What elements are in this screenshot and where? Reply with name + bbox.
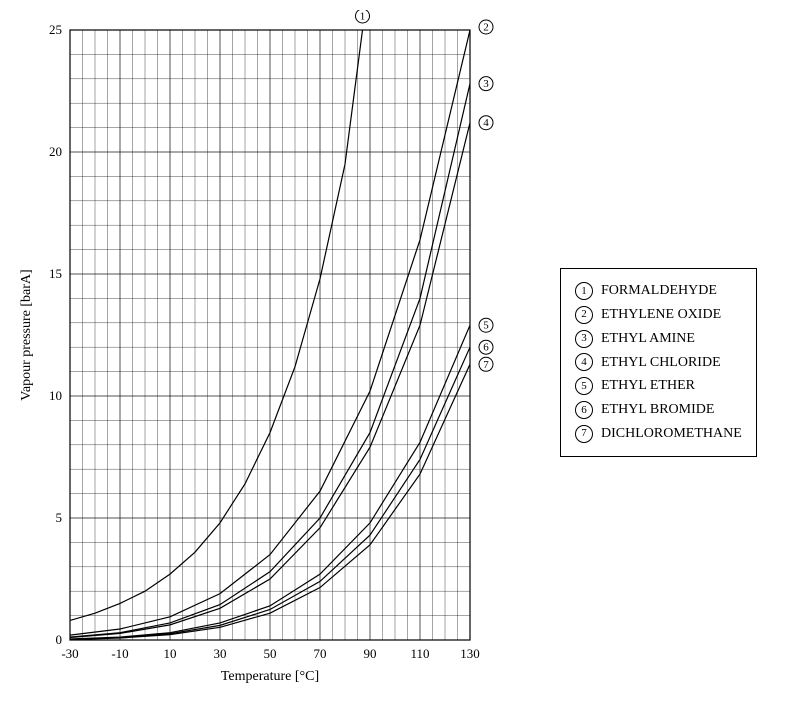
legend-marker-3: 3 bbox=[575, 330, 593, 348]
x-axis-label: Temperature [°C] bbox=[221, 669, 319, 684]
series-marker-label-7: 7 bbox=[483, 359, 489, 371]
legend-item-7: 7 DICHLOROMETHANE bbox=[575, 422, 742, 446]
legend-marker-6: 6 bbox=[575, 401, 593, 419]
x-tick-label: 90 bbox=[364, 646, 377, 661]
y-tick-label: 10 bbox=[49, 388, 62, 403]
chart-svg: -30-1010305070901101300510152025Temperat… bbox=[10, 10, 530, 710]
y-tick-label: 20 bbox=[49, 144, 62, 159]
legend-label-4: ETHYL CHLORIDE bbox=[601, 351, 721, 375]
y-tick-label: 25 bbox=[49, 22, 62, 37]
x-tick-label: 70 bbox=[314, 646, 327, 661]
series-marker-label-6: 6 bbox=[483, 342, 489, 354]
legend-item-3: 3 ETHYL AMINE bbox=[575, 327, 742, 351]
x-tick-label: 110 bbox=[410, 646, 429, 661]
legend-label-3: ETHYL AMINE bbox=[601, 327, 695, 351]
y-tick-label: 5 bbox=[56, 510, 63, 525]
series-marker-label-2: 2 bbox=[483, 22, 489, 34]
legend-label-5: ETHYL ETHER bbox=[601, 374, 695, 398]
legend-label-1: FORMALDEHYDE bbox=[601, 279, 717, 303]
legend-marker-1: 1 bbox=[575, 282, 593, 300]
series-marker-label-4: 4 bbox=[483, 117, 489, 129]
x-tick-label: -30 bbox=[61, 646, 78, 661]
x-tick-label: -10 bbox=[111, 646, 128, 661]
legend-item-1: 1 FORMALDEHYDE bbox=[575, 279, 742, 303]
legend-item-2: 2 ETHYLENE OXIDE bbox=[575, 303, 742, 327]
legend-label-7: DICHLOROMETHANE bbox=[601, 422, 742, 446]
y-tick-label: 15 bbox=[49, 266, 62, 281]
x-tick-label: 10 bbox=[164, 646, 177, 661]
legend-item-5: 5 ETHYL ETHER bbox=[575, 374, 742, 398]
legend-marker-4: 4 bbox=[575, 353, 593, 371]
legend-marker-7: 7 bbox=[575, 425, 593, 443]
y-tick-label: 0 bbox=[56, 632, 63, 647]
series-marker-label-5: 5 bbox=[483, 320, 489, 332]
x-tick-label: 30 bbox=[214, 646, 227, 661]
legend-item-4: 4 ETHYL CHLORIDE bbox=[575, 351, 742, 375]
page-container: -30-1010305070901101300510152025Temperat… bbox=[10, 10, 788, 715]
legend-label-2: ETHYLENE OXIDE bbox=[601, 303, 721, 327]
chart: -30-1010305070901101300510152025Temperat… bbox=[10, 10, 530, 715]
legend-item-6: 6 ETHYL BROMIDE bbox=[575, 398, 742, 422]
legend-label-6: ETHYL BROMIDE bbox=[601, 398, 714, 422]
legend: 1 FORMALDEHYDE 2 ETHYLENE OXIDE 3 ETHYL AMINE… bbox=[560, 268, 757, 457]
legend-marker-2: 2 bbox=[575, 306, 593, 324]
y-axis-label: Vapour pressure [barA] bbox=[19, 269, 34, 400]
x-tick-label: 130 bbox=[460, 646, 480, 661]
series-marker-label-3: 3 bbox=[483, 78, 489, 90]
series-marker-label-1: 1 bbox=[360, 11, 366, 23]
legend-marker-5: 5 bbox=[575, 377, 593, 395]
x-tick-label: 50 bbox=[264, 646, 277, 661]
